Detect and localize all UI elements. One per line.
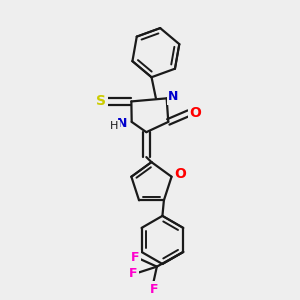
Text: O: O <box>174 167 186 182</box>
Text: O: O <box>189 106 201 120</box>
Text: F: F <box>150 283 158 296</box>
Text: H: H <box>110 121 118 131</box>
Text: F: F <box>131 251 140 264</box>
Text: N: N <box>168 90 178 104</box>
Text: N: N <box>117 117 128 130</box>
Text: S: S <box>96 94 106 108</box>
Text: F: F <box>129 267 138 280</box>
